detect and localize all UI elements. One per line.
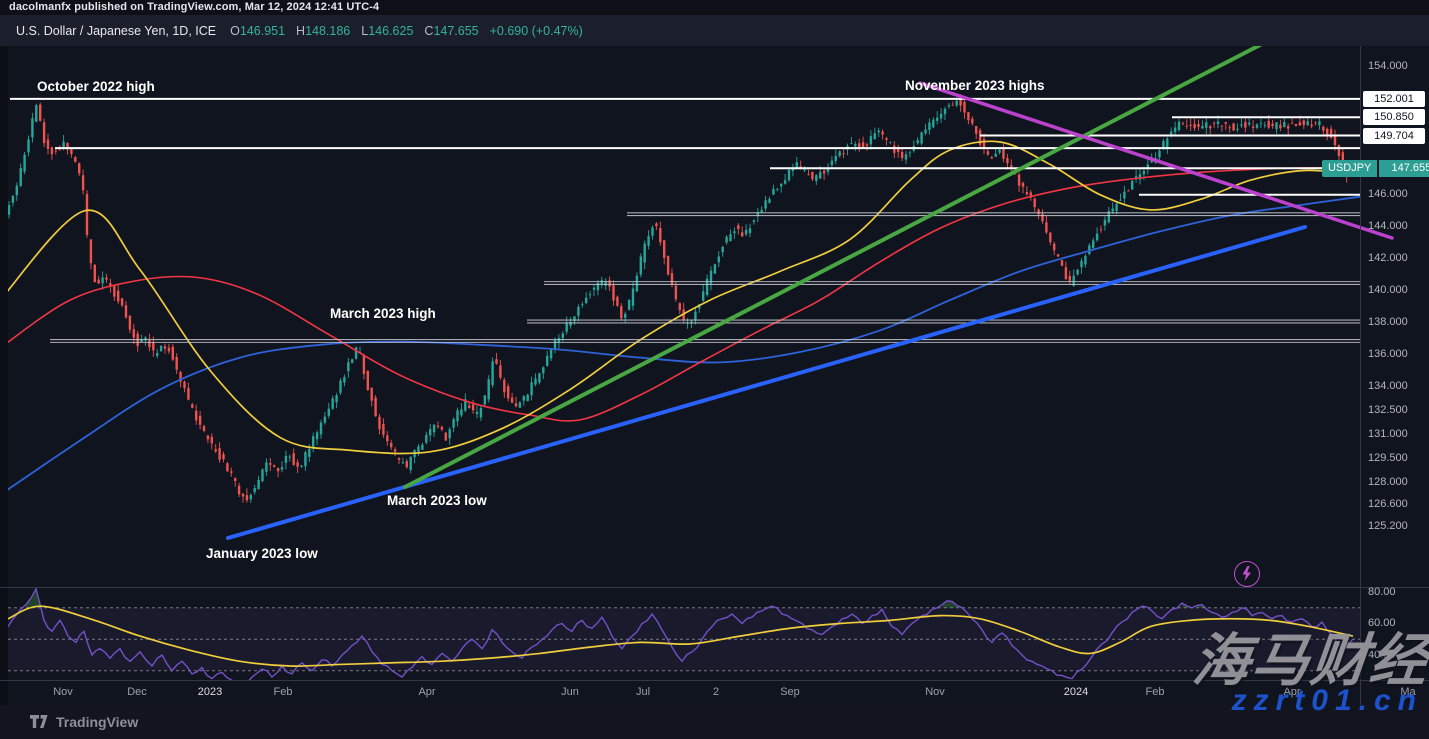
price-tick: 131.000	[1368, 427, 1408, 440]
change-value: +0.690 (+0.47%)	[489, 23, 583, 38]
price-tick: 134.000	[1368, 379, 1408, 392]
price-tick: 146.000	[1368, 188, 1408, 201]
time-tick: Feb	[273, 686, 293, 698]
annotation-november-2023-highs: November 2023 highs	[905, 78, 1045, 93]
rising-support-blue[interactable]	[226, 225, 1307, 540]
time-tick: Nov	[925, 686, 945, 698]
last-price-tag: 147.655	[1379, 159, 1429, 177]
rsi-line	[8, 588, 1354, 680]
falling-resistance-purple[interactable]	[918, 81, 1394, 240]
ma-red	[8, 166, 1360, 422]
current-price-label: USDJPY 147.655	[1322, 159, 1429, 177]
tradingview-logo-icon	[30, 715, 48, 728]
annotation-march-2023-low: March 2023 low	[387, 493, 487, 508]
rsi-tick: 40.00	[1368, 648, 1396, 661]
lightning-icon	[1242, 566, 1251, 581]
time-tick: Feb	[1145, 686, 1165, 698]
time-tick: 2024	[1063, 686, 1089, 698]
candlestick-series	[8, 94, 1360, 503]
time-tick: Ma	[1400, 686, 1416, 698]
price-level-label: 150.850	[1363, 109, 1425, 126]
low-value: L146.625	[361, 23, 414, 38]
publish-header: dacolmanfx published on TradingView.com,…	[0, 0, 1429, 15]
open-value: O146.951	[230, 23, 286, 38]
annotation-october-2022-high: October 2022 high	[37, 79, 155, 94]
rsi-tick: 80.00	[1368, 585, 1396, 598]
pane-separator	[0, 587, 1429, 588]
time-tick: Apr	[418, 686, 436, 698]
time-tick: 2	[712, 686, 720, 698]
price-tick: 142.000	[1368, 252, 1408, 265]
boost-button[interactable]	[1234, 561, 1260, 587]
annotation-january-2023-low: January 2023 low	[206, 546, 318, 561]
ma-blue	[8, 195, 1360, 491]
price-tick: 128.000	[1368, 475, 1408, 488]
price-level-label: 149.704	[1363, 127, 1425, 144]
trendlines[interactable]	[226, 42, 1394, 540]
price-tick: 125.200	[1368, 520, 1408, 533]
chart-legend: U.S. Dollar / Japanese Yen, 1D, ICE O146…	[0, 15, 1429, 46]
symbol-tag: USDJPY	[1322, 159, 1378, 177]
time-tick: Dec	[127, 686, 147, 698]
symbol-title[interactable]: U.S. Dollar / Japanese Yen, 1D, ICE	[16, 23, 217, 38]
ohlc-values: O146.951 H148.186 L146.625 C147.655	[230, 24, 479, 38]
price-tick: 138.000	[1368, 315, 1408, 328]
rsi-indicator-pane[interactable]	[8, 588, 1360, 685]
close-value: C147.655	[424, 23, 479, 38]
time-tick: Jul	[635, 686, 651, 698]
rsi-tick: 60.00	[1368, 617, 1396, 629]
publish-line[interactable]: dacolmanfx published on TradingView.com,…	[9, 1, 380, 13]
price-tick: 140.000	[1368, 284, 1408, 297]
price-axis-border	[1360, 15, 1361, 705]
time-tick: Jun	[561, 686, 579, 698]
pane-left-margin	[0, 46, 8, 705]
price-level-label: 152.001	[1363, 90, 1425, 107]
time-tick: Nov	[53, 686, 73, 698]
annotation-march-2023-high: March 2023 high	[330, 306, 436, 321]
ma-yellow	[8, 140, 1360, 455]
rsi-ma-line	[8, 605, 1354, 667]
time-axis[interactable]: Nov Dec 2023 Feb Apr Jun Jul 2 Sep Nov 2024 Feb Apr M…	[0, 680, 1429, 705]
high-value: H148.186	[296, 23, 351, 38]
time-tick: 2023	[197, 686, 223, 698]
rising-trend-green[interactable]	[403, 42, 1264, 489]
footer-bar: TradingView	[0, 705, 1429, 739]
price-tick: 126.600	[1368, 498, 1408, 511]
time-tick: Apr	[1283, 686, 1301, 698]
price-tick: 136.000	[1368, 347, 1408, 360]
price-tick: 144.000	[1368, 220, 1408, 233]
price-tick: 154.000	[1368, 60, 1408, 73]
price-tick: 132.500	[1368, 403, 1408, 416]
time-axis-separator	[0, 680, 1429, 681]
tradingview-logo-text: TradingView	[56, 714, 139, 730]
price-axis[interactable]: 156.000154.000146.000144.000142.000140.0…	[1361, 15, 1429, 705]
time-tick: Sep	[780, 686, 800, 698]
tradingview-logo[interactable]: TradingView	[30, 714, 138, 730]
price-tick: 129.500	[1368, 451, 1408, 464]
